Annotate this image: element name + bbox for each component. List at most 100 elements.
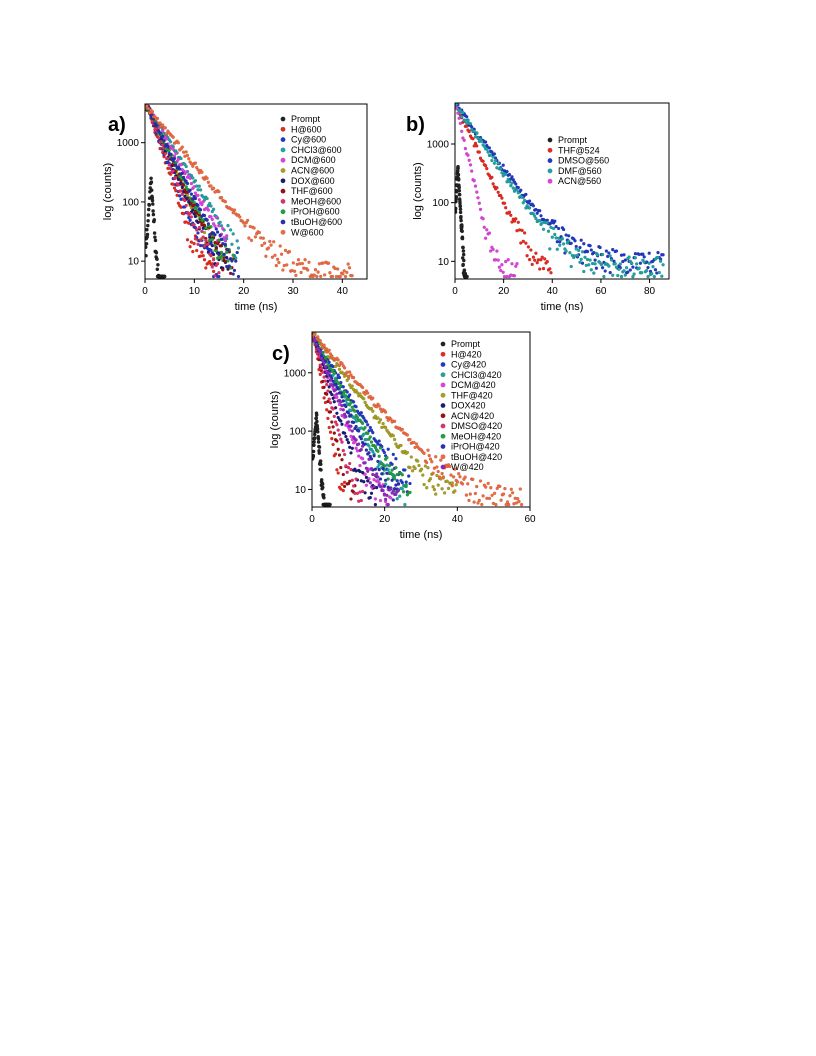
legend-label: DCM@420 bbox=[451, 380, 496, 390]
data-point bbox=[191, 249, 195, 254]
data-point bbox=[322, 375, 326, 379]
data-point bbox=[209, 184, 213, 188]
data-point bbox=[408, 465, 412, 470]
data-point bbox=[207, 233, 212, 237]
data-point bbox=[400, 427, 404, 432]
legend-marker bbox=[280, 126, 286, 132]
data-point bbox=[328, 271, 332, 275]
data-point bbox=[184, 203, 188, 208]
data-point bbox=[202, 223, 207, 227]
data-point bbox=[296, 258, 301, 262]
data-point bbox=[253, 235, 258, 239]
data-point bbox=[475, 484, 479, 489]
data-point bbox=[409, 455, 413, 459]
data-point bbox=[349, 424, 353, 428]
data-point bbox=[377, 454, 381, 458]
data-point bbox=[493, 158, 498, 163]
data-point bbox=[193, 191, 198, 195]
data-point bbox=[333, 420, 338, 424]
data-point bbox=[360, 444, 365, 448]
data-point bbox=[492, 161, 497, 165]
data-point bbox=[184, 185, 188, 189]
data-point bbox=[488, 249, 493, 253]
data-point bbox=[315, 429, 320, 434]
data-point bbox=[346, 397, 351, 402]
data-point bbox=[163, 126, 167, 130]
data-point bbox=[346, 411, 351, 415]
data-point bbox=[368, 481, 372, 485]
data-point bbox=[465, 115, 469, 119]
data-point bbox=[408, 437, 412, 442]
data-point bbox=[204, 226, 208, 230]
data-point bbox=[328, 401, 333, 405]
data-point bbox=[214, 249, 218, 253]
data-point bbox=[171, 147, 175, 151]
data-point bbox=[385, 455, 389, 460]
data-point bbox=[213, 224, 217, 228]
data-point bbox=[633, 256, 638, 260]
data-point bbox=[490, 175, 494, 179]
data-point bbox=[540, 255, 544, 259]
data-point bbox=[316, 440, 321, 444]
data-point bbox=[578, 245, 582, 250]
data-point bbox=[472, 129, 476, 133]
data-point bbox=[473, 135, 478, 139]
legend-marker bbox=[440, 392, 446, 398]
data-point bbox=[487, 496, 492, 501]
data-point bbox=[425, 486, 429, 490]
data-point bbox=[191, 208, 195, 212]
data-point bbox=[224, 234, 229, 238]
data-point bbox=[382, 450, 387, 455]
data-point bbox=[579, 238, 583, 242]
legend-label: ACN@600 bbox=[291, 166, 334, 176]
data-point bbox=[223, 238, 228, 243]
data-point bbox=[342, 452, 347, 457]
data-point bbox=[245, 218, 250, 223]
data-point bbox=[150, 109, 154, 114]
data-point bbox=[378, 446, 383, 450]
data-point bbox=[260, 243, 264, 248]
plot-area bbox=[145, 104, 354, 279]
legend-item: Cy@600 bbox=[280, 135, 326, 145]
data-point bbox=[368, 435, 372, 439]
data-point bbox=[371, 430, 375, 435]
data-point bbox=[529, 248, 533, 252]
data-point bbox=[604, 249, 609, 253]
data-point bbox=[331, 384, 335, 388]
data-point bbox=[548, 247, 552, 251]
data-point bbox=[589, 268, 593, 272]
legend-marker bbox=[280, 147, 286, 153]
data-point bbox=[394, 466, 398, 470]
data-point bbox=[462, 138, 466, 142]
data-point bbox=[336, 447, 340, 451]
data-point bbox=[561, 227, 566, 232]
data-point bbox=[346, 374, 351, 379]
series-dmso-420 bbox=[312, 334, 365, 503]
data-point bbox=[392, 419, 397, 423]
data-point bbox=[516, 185, 520, 190]
legend-item: ACN@420 bbox=[440, 411, 494, 421]
data-point bbox=[155, 267, 160, 272]
data-point bbox=[168, 140, 173, 144]
data-point bbox=[363, 472, 367, 476]
data-point bbox=[349, 373, 353, 377]
data-point bbox=[516, 220, 520, 224]
data-point bbox=[171, 135, 175, 139]
data-point bbox=[638, 261, 643, 265]
data-point bbox=[527, 199, 532, 203]
data-point bbox=[219, 195, 224, 200]
data-point bbox=[554, 224, 558, 229]
data-point bbox=[656, 255, 660, 260]
data-point bbox=[611, 273, 615, 277]
data-point bbox=[362, 416, 366, 420]
data-point bbox=[497, 265, 502, 269]
data-point bbox=[357, 442, 361, 446]
data-point bbox=[328, 430, 333, 434]
data-point bbox=[391, 473, 395, 477]
data-point bbox=[567, 239, 571, 243]
x-axis-title: time (ns) bbox=[541, 301, 584, 313]
data-point bbox=[652, 274, 656, 279]
data-point bbox=[322, 361, 326, 365]
legend-marker bbox=[547, 137, 553, 143]
data-point bbox=[646, 265, 650, 270]
